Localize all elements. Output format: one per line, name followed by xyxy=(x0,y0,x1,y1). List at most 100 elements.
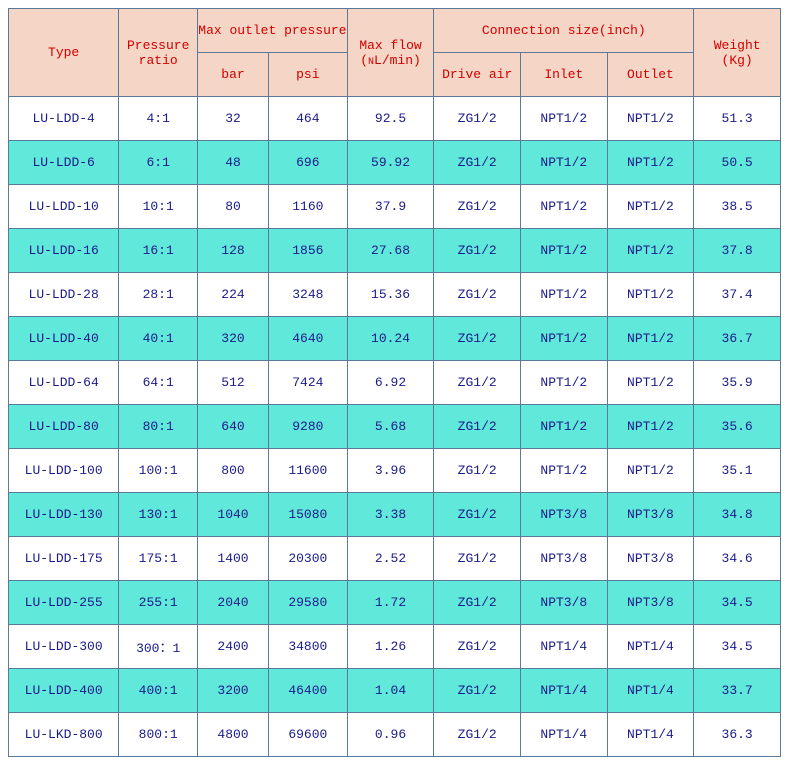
header-bar: bar xyxy=(198,53,269,97)
cell-weight: 37.4 xyxy=(694,273,781,317)
cell-weight: 51.3 xyxy=(694,97,781,141)
cell-drive: ZG1/2 xyxy=(434,141,521,185)
cell-drive: ZG1/2 xyxy=(434,449,521,493)
cell-inlet: NPT1/2 xyxy=(521,141,608,185)
table-row: LU-LDD-100100:1800116003.96ZG1/2NPT1/2NP… xyxy=(9,449,781,493)
cell-weight: 37.8 xyxy=(694,229,781,273)
cell-psi: 20300 xyxy=(268,537,347,581)
table-row: LU-LDD-2828:1224324815.36ZG1/2NPT1/2NPT1… xyxy=(9,273,781,317)
cell-bar: 1040 xyxy=(198,493,269,537)
cell-drive: ZG1/2 xyxy=(434,273,521,317)
cell-inlet: NPT1/2 xyxy=(521,449,608,493)
cell-type: LU-LDD-6 xyxy=(9,141,119,185)
cell-flow: 0.96 xyxy=(347,713,434,757)
cell-inlet: NPT1/4 xyxy=(521,625,608,669)
cell-weight: 34.5 xyxy=(694,581,781,625)
cell-inlet: NPT3/8 xyxy=(521,537,608,581)
cell-type: LU-LDD-40 xyxy=(9,317,119,361)
cell-flow: 15.36 xyxy=(347,273,434,317)
header-inlet: Inlet xyxy=(521,53,608,97)
cell-weight: 50.5 xyxy=(694,141,781,185)
cell-psi: 4640 xyxy=(268,317,347,361)
cell-flow: 1.04 xyxy=(347,669,434,713)
cell-ratio: 10:1 xyxy=(119,185,198,229)
cell-bar: 48 xyxy=(198,141,269,185)
cell-bar: 512 xyxy=(198,361,269,405)
cell-ratio: 40:1 xyxy=(119,317,198,361)
cell-drive: ZG1/2 xyxy=(434,581,521,625)
cell-psi: 69600 xyxy=(268,713,347,757)
table-row: LU-LDD-130130:11040150803.38ZG1/2NPT3/8N… xyxy=(9,493,781,537)
header-psi: psi xyxy=(268,53,347,97)
cell-drive: ZG1/2 xyxy=(434,537,521,581)
cell-outlet: NPT1/2 xyxy=(607,185,694,229)
cell-inlet: NPT1/2 xyxy=(521,361,608,405)
cell-bar: 2040 xyxy=(198,581,269,625)
cell-drive: ZG1/2 xyxy=(434,669,521,713)
cell-bar: 128 xyxy=(198,229,269,273)
header-max-flow-post: L/min xyxy=(374,53,413,68)
cell-outlet: NPT1/4 xyxy=(607,625,694,669)
cell-ratio: 28:1 xyxy=(119,273,198,317)
cell-drive: ZG1/2 xyxy=(434,229,521,273)
cell-outlet: NPT1/2 xyxy=(607,405,694,449)
cell-inlet: NPT1/2 xyxy=(521,273,608,317)
cell-type: LU-LDD-100 xyxy=(9,449,119,493)
cell-flow: 1.72 xyxy=(347,581,434,625)
cell-drive: ZG1/2 xyxy=(434,493,521,537)
cell-ratio: 100:1 xyxy=(119,449,198,493)
cell-drive: ZG1/2 xyxy=(434,405,521,449)
cell-weight: 34.6 xyxy=(694,537,781,581)
cell-flow: 6.92 xyxy=(347,361,434,405)
cell-ratio: 130:1 xyxy=(119,493,198,537)
cell-psi: 9280 xyxy=(268,405,347,449)
cell-psi: 1160 xyxy=(268,185,347,229)
cell-ratio: 16:1 xyxy=(119,229,198,273)
cell-ratio: 4:1 xyxy=(119,97,198,141)
cell-drive: ZG1/2 xyxy=(434,317,521,361)
cell-inlet: NPT1/2 xyxy=(521,97,608,141)
cell-type: LU-LDD-64 xyxy=(9,361,119,405)
header-weight: Weight (Kg) xyxy=(694,9,781,97)
table-row: LU-LDD-255255:12040295801.72ZG1/2NPT3/8N… xyxy=(9,581,781,625)
cell-psi: 696 xyxy=(268,141,347,185)
header-max-flow-pre: Max flow xyxy=(359,38,421,53)
cell-ratio: 175:1 xyxy=(119,537,198,581)
cell-psi: 1856 xyxy=(268,229,347,273)
cell-drive: ZG1/2 xyxy=(434,625,521,669)
cell-bar: 3200 xyxy=(198,669,269,713)
cell-psi: 3248 xyxy=(268,273,347,317)
cell-psi: 46400 xyxy=(268,669,347,713)
header-outlet: Outlet xyxy=(607,53,694,97)
cell-bar: 640 xyxy=(198,405,269,449)
cell-type: LU-LDD-4 xyxy=(9,97,119,141)
cell-inlet: NPT1/2 xyxy=(521,405,608,449)
cell-bar: 1400 xyxy=(198,537,269,581)
cell-type: LU-LDD-175 xyxy=(9,537,119,581)
cell-flow: 1.26 xyxy=(347,625,434,669)
cell-weight: 36.7 xyxy=(694,317,781,361)
cell-outlet: NPT1/2 xyxy=(607,449,694,493)
cell-type: LU-LDD-10 xyxy=(9,185,119,229)
cell-weight: 34.5 xyxy=(694,625,781,669)
cell-psi: 34800 xyxy=(268,625,347,669)
cell-outlet: NPT1/2 xyxy=(607,317,694,361)
table-row: LU-LDD-6464:151274246.92ZG1/2NPT1/2NPT1/… xyxy=(9,361,781,405)
cell-weight: 35.6 xyxy=(694,405,781,449)
cell-flow: 10.24 xyxy=(347,317,434,361)
cell-bar: 2400 xyxy=(198,625,269,669)
cell-inlet: NPT1/2 xyxy=(521,317,608,361)
table-row: LU-LDD-4040:1320464010.24ZG1/2NPT1/2NPT1… xyxy=(9,317,781,361)
cell-outlet: NPT3/8 xyxy=(607,537,694,581)
cell-flow: 59.92 xyxy=(347,141,434,185)
cell-inlet: NPT3/8 xyxy=(521,581,608,625)
cell-bar: 224 xyxy=(198,273,269,317)
cell-inlet: NPT1/2 xyxy=(521,185,608,229)
cell-weight: 34.8 xyxy=(694,493,781,537)
cell-type: LU-LDD-16 xyxy=(9,229,119,273)
cell-inlet: NPT1/2 xyxy=(521,229,608,273)
cell-psi: 11600 xyxy=(268,449,347,493)
cell-flow: 3.38 xyxy=(347,493,434,537)
table-row: LU-LDD-8080:164092805.68ZG1/2NPT1/2NPT1/… xyxy=(9,405,781,449)
cell-type: LU-LDD-255 xyxy=(9,581,119,625)
